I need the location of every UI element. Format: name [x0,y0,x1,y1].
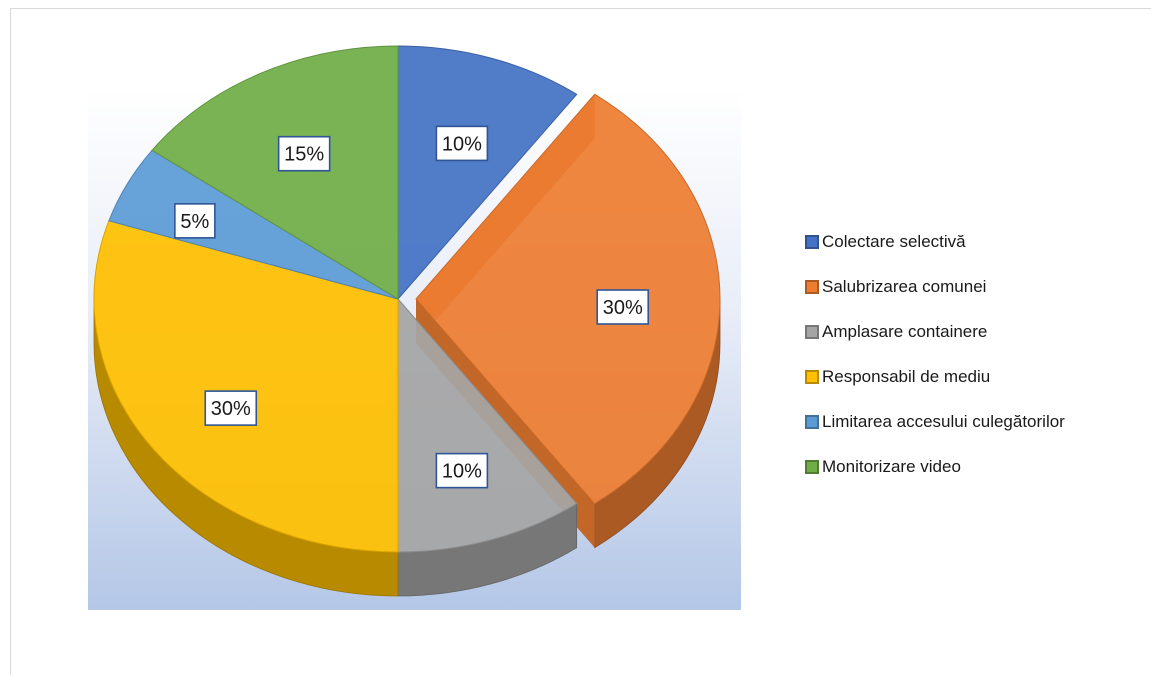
data-label-box-colectare-selectiva [435,125,489,162]
legend-swatch [805,279,819,294]
legend-label: Responsabil de mediu [822,366,991,386]
data-label-responsabil-de-mediu: 30% [211,398,251,420]
data-label-limitarea-accesului-culegatorilor: 5% [180,211,209,233]
legend-item-monitorizare-video[interactable]: Monitorizare video [805,454,1065,479]
pie-slice-amplasare-containere[interactable] [397,297,578,553]
legend-item-salubrizarea-comunei[interactable]: Salubrizarea comunei [805,274,1065,299]
data-label-box-salubrizarea-comunei [596,289,650,325]
chart-area: 10% 30% 10% 30% 5% 15% Colectare selectivă Sal… [10,8,1151,675]
legend-item-colectare-selectiva[interactable]: Colectare selectivă [805,229,1065,254]
legend-label: Amplasare containere [822,321,988,341]
legend-item-limitarea-accesului-culegatorilor[interactable]: Limitarea accesului culegătorilor [805,409,1065,434]
pie-slice-colectare-selectiva[interactable] [397,45,578,301]
legend-label: Colectare selectivă [822,231,966,251]
legend-swatch [805,369,819,384]
data-label-box-responsabil-de-mediu [204,390,258,426]
data-label-box-monitorizare-video [277,135,331,172]
data-label-salubrizarea-comunei: 30% [603,297,643,319]
pie-slice-monitorizare-video[interactable] [151,45,399,300]
legend-swatch [805,234,819,249]
data-label-amplasare-containere: 10% [442,461,482,483]
legend-swatch [805,324,819,339]
data-label-box-amplasare-containere [435,452,489,489]
legend: Colectare selectivă Salubrizarea comunei A… [805,229,1065,499]
legend-item-responsabil-de-mediu[interactable]: Responsabil de mediu [805,364,1065,389]
pie-slice-salubrizarea-comunei[interactable] [415,93,721,505]
pie-slice-responsabil-de-mediu[interactable] [93,220,399,553]
legend-item-amplasare-containere[interactable]: Amplasare containere [805,319,1065,344]
data-label-monitorizare-video: 15% [284,144,324,166]
data-label-colectare-selectiva: 10% [442,133,482,155]
pie-chart: 10% 30% 10% 30% 5% 15% [88,45,741,610]
legend-label: Monitorizare video [822,456,961,476]
data-label-box-limitarea-accesului-culegatorilor [174,203,216,239]
legend-swatch [805,414,819,429]
legend-swatch [805,459,819,474]
legend-label: Salubrizarea comunei [822,276,987,296]
legend-label: Limitarea accesului culegătorilor [822,411,1065,431]
